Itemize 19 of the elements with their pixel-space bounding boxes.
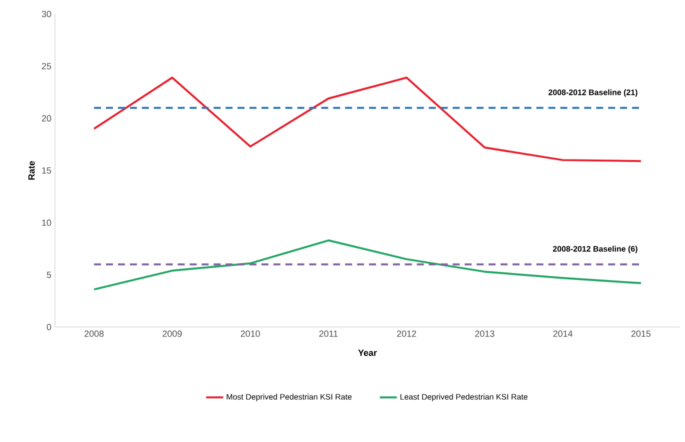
y-axis-title: Rate (28, 161, 35, 180)
y-tick-label: 15 (42, 167, 52, 174)
line-series (93, 239, 642, 290)
y-tick-label: 5 (46, 272, 52, 278)
y-tick-label: 20 (42, 115, 52, 122)
x-tick-label: 2014 (553, 330, 573, 337)
y-tick-label: 10 (42, 219, 52, 226)
line-series (93, 76, 642, 162)
y-tick-label: 25 (42, 62, 52, 70)
x-tick-label: 2013 (475, 330, 494, 337)
x-tick-label: 2009 (162, 330, 182, 337)
x-tick-label: 2012 (397, 330, 416, 337)
x-tick-label: 2008 (84, 330, 104, 337)
x-axis-title: Year (358, 350, 377, 356)
y-tick-label: 0 (46, 324, 52, 330)
x-tick-label: 2015 (631, 330, 651, 337)
y-tick-label: 30 (42, 10, 52, 18)
x-tick-label: 2010 (240, 330, 260, 337)
x-tick-label: 2011 (319, 330, 338, 337)
